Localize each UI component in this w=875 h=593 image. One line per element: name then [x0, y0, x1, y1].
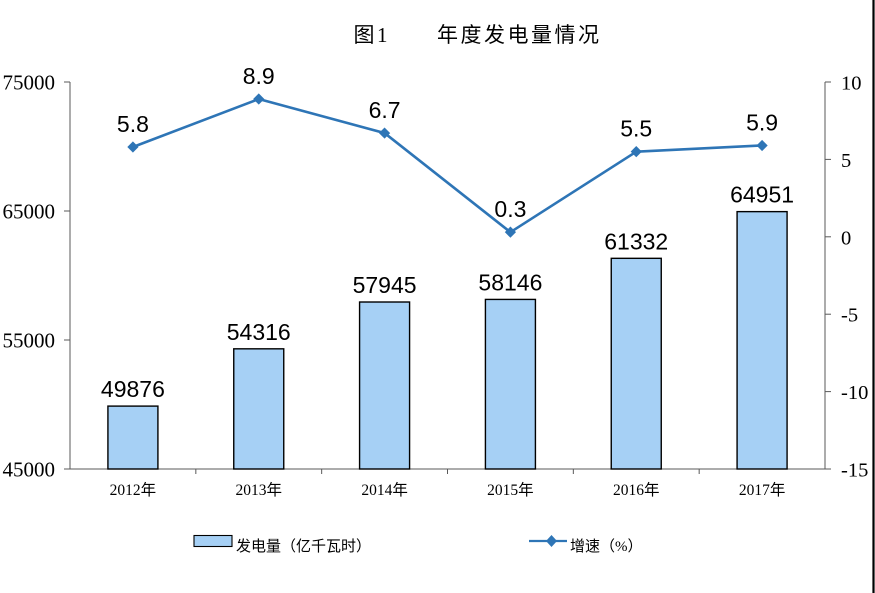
svg-text:发电量（亿千瓦时）: 发电量（亿千瓦时）	[236, 538, 371, 555]
svg-text:增速（%）: 增速（%）	[570, 538, 643, 555]
